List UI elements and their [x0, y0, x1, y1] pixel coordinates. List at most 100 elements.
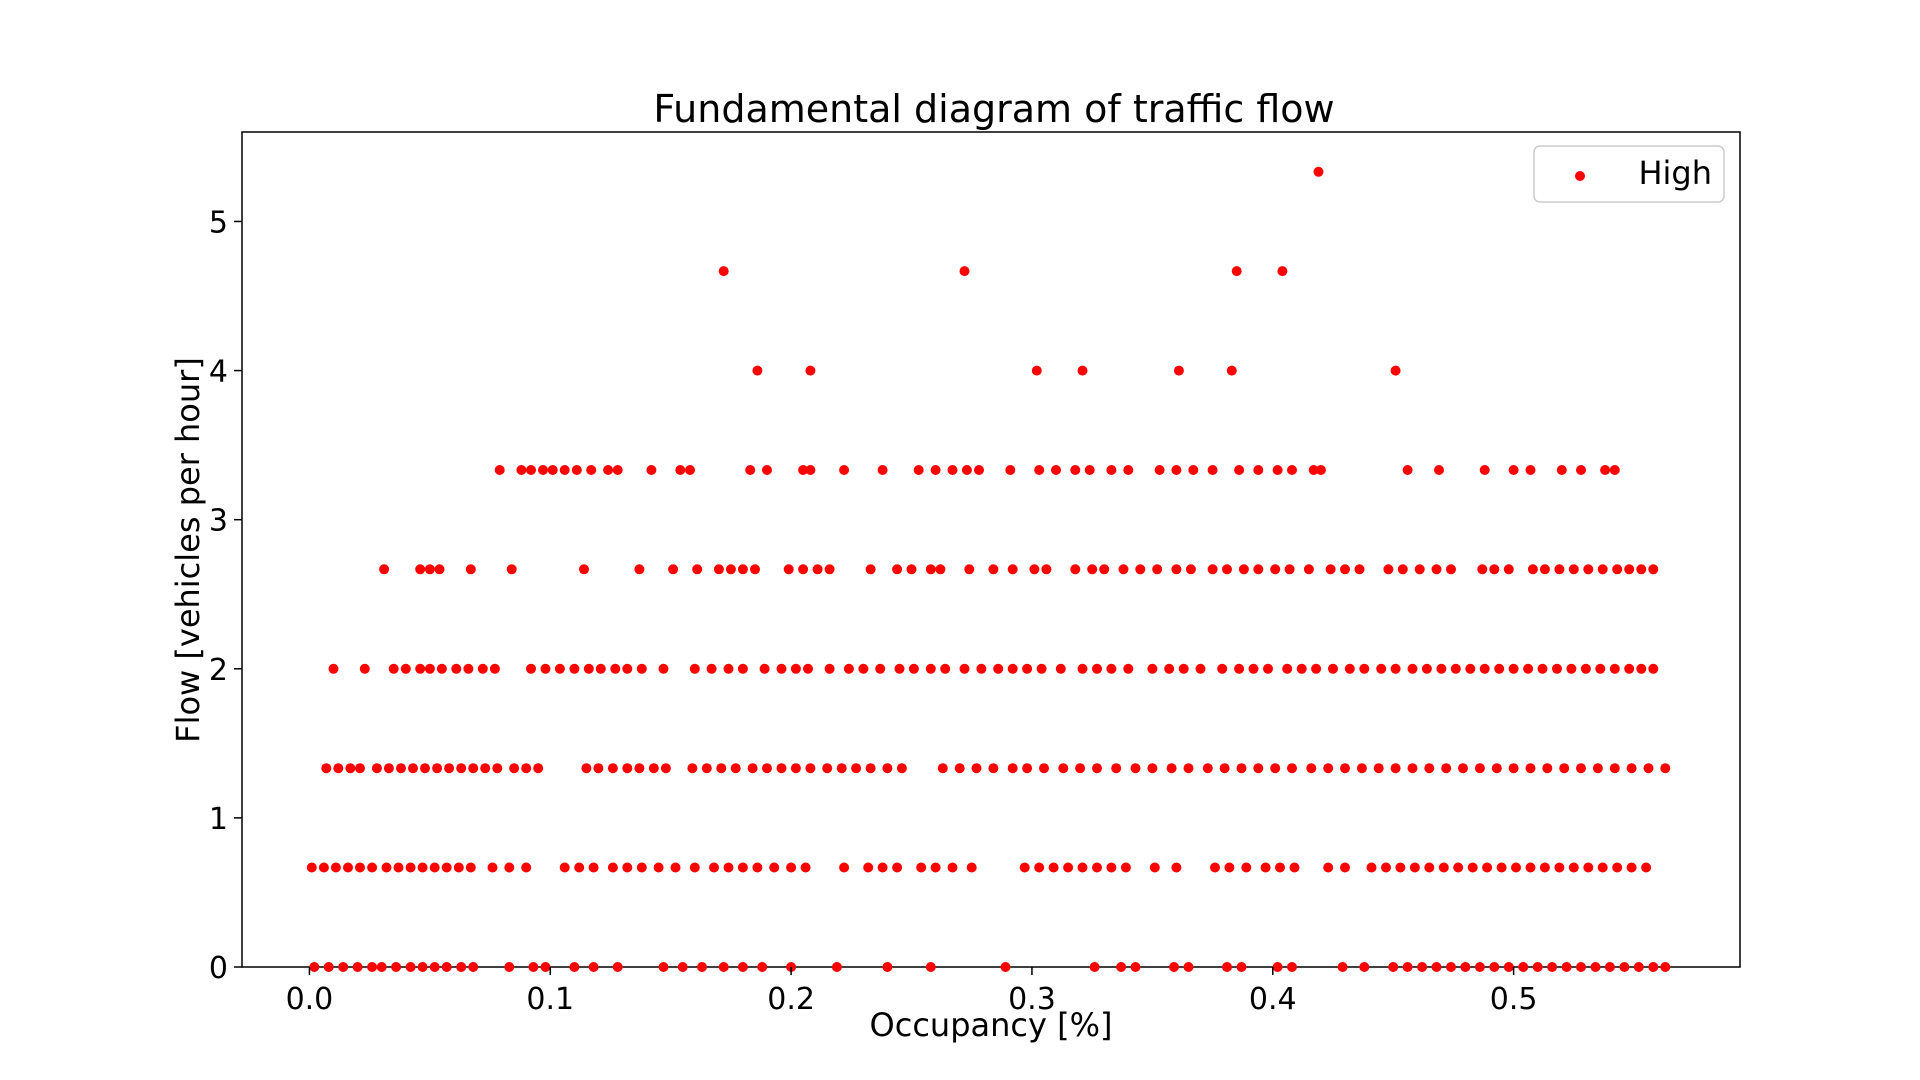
y-tick-label: 0 — [209, 951, 228, 986]
data-point — [1222, 962, 1232, 972]
data-point — [908, 663, 919, 674]
data-point — [1005, 465, 1016, 475]
data-point — [1554, 862, 1565, 873]
data-point — [610, 663, 621, 674]
data-point — [677, 962, 688, 972]
data-point — [1130, 962, 1141, 972]
data-point — [622, 763, 633, 774]
data-point — [429, 962, 440, 972]
data-point — [1270, 763, 1281, 774]
data-point — [323, 962, 334, 972]
data-point — [925, 962, 936, 972]
data-point — [974, 465, 984, 475]
data-point — [1147, 763, 1158, 774]
x-tick-label: 0.2 — [767, 982, 815, 1017]
data-point — [961, 465, 972, 475]
data-point — [1007, 663, 1018, 674]
data-point — [954, 763, 965, 774]
data-point — [581, 763, 592, 774]
data-point — [959, 663, 970, 674]
data-point — [1111, 763, 1122, 774]
data-point — [1263, 663, 1273, 674]
data-point — [658, 962, 669, 972]
data-point — [388, 663, 399, 674]
data-point — [1048, 862, 1059, 873]
data-point — [538, 465, 548, 475]
data-point — [1376, 663, 1387, 674]
data-point — [1518, 962, 1529, 972]
data-point — [1224, 862, 1235, 873]
data-point — [1641, 862, 1652, 873]
data-point — [1590, 962, 1601, 972]
data-point — [1183, 962, 1194, 972]
data-point — [1063, 862, 1074, 873]
data-point — [1077, 365, 1088, 376]
data-point — [504, 862, 515, 873]
data-point — [1284, 564, 1295, 575]
data-point — [1479, 663, 1490, 674]
data-point — [1149, 862, 1160, 873]
data-point — [1282, 663, 1293, 674]
data-point — [1503, 962, 1514, 972]
data-point — [1275, 862, 1285, 873]
data-point — [863, 862, 874, 873]
data-point — [330, 862, 341, 873]
data-point — [1171, 465, 1182, 475]
data-point — [559, 862, 570, 873]
data-point — [1340, 564, 1350, 575]
data-point — [687, 763, 698, 774]
data-point — [1154, 465, 1165, 475]
data-point — [1390, 663, 1401, 674]
data-point — [1077, 663, 1088, 674]
data-point — [1474, 962, 1485, 972]
data-point — [1554, 564, 1565, 575]
data-point — [355, 763, 365, 774]
data-point — [1414, 564, 1425, 575]
data-point — [790, 763, 801, 774]
data-point — [906, 564, 917, 575]
data-point — [612, 465, 623, 475]
data-point — [1496, 862, 1507, 873]
data-point — [759, 663, 770, 674]
data-point — [653, 862, 664, 873]
legend-box — [1533, 145, 1725, 203]
data-point — [805, 365, 816, 376]
data-point — [1260, 862, 1271, 873]
data-point — [1660, 763, 1671, 774]
data-point — [533, 763, 544, 774]
data-point — [441, 862, 452, 873]
data-point — [359, 663, 370, 674]
data-point — [1323, 862, 1334, 873]
data-point — [1441, 763, 1452, 774]
data-point — [737, 962, 748, 972]
data-point — [1436, 663, 1447, 674]
data-point — [1648, 962, 1659, 972]
data-point — [468, 962, 479, 972]
data-point — [1539, 564, 1550, 575]
data-point — [685, 465, 695, 475]
data-point — [877, 862, 888, 873]
data-point — [1123, 465, 1134, 475]
data-point — [1031, 365, 1042, 376]
data-point — [383, 763, 394, 774]
data-point — [1084, 465, 1095, 475]
data-point — [1217, 663, 1228, 674]
data-point — [762, 763, 772, 774]
data-point — [1120, 862, 1131, 873]
data-point — [1539, 862, 1550, 873]
data-point — [1576, 962, 1586, 972]
data-point — [1075, 763, 1086, 774]
data-point — [1207, 465, 1218, 475]
data-point — [569, 962, 580, 972]
y-tick-label: 3 — [209, 504, 228, 539]
data-point — [1561, 962, 1572, 972]
data-point — [1597, 564, 1608, 575]
data-point — [1359, 962, 1370, 972]
legend-marker — [1575, 171, 1585, 181]
data-point — [1123, 663, 1134, 674]
data-point — [434, 564, 445, 575]
data-point — [658, 663, 669, 674]
data-point — [988, 763, 999, 774]
x-tick-label: 0.5 — [1490, 982, 1538, 1017]
